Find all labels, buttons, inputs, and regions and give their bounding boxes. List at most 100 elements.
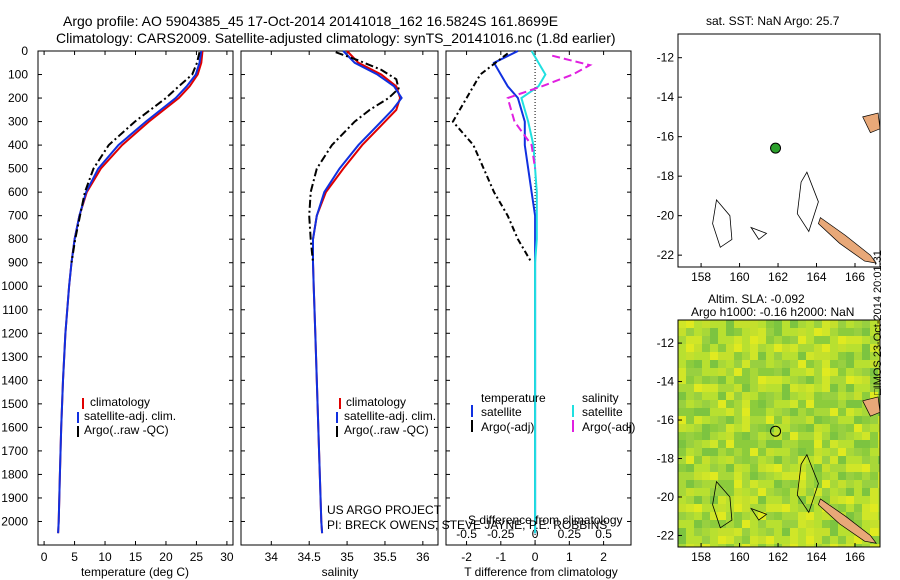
heat-cell [734, 480, 742, 488]
heat-cell [790, 488, 798, 496]
heat-cell [830, 536, 838, 544]
heat-cell [710, 520, 718, 528]
heat-cell [718, 360, 726, 368]
map-x-tick-label: 162 [768, 270, 788, 284]
heat-cell [710, 320, 718, 328]
heat-cell [686, 528, 694, 536]
map-x-tick-label: 166 [845, 270, 865, 284]
heat-cell [702, 480, 710, 488]
heat-cell [742, 384, 750, 392]
heat-cell [846, 528, 854, 536]
legend-climatology: climatology [346, 395, 406, 409]
heat-cell [678, 384, 686, 392]
heat-cell [678, 512, 686, 520]
heat-cell [766, 480, 774, 488]
heat-cell [742, 320, 750, 328]
heat-cell [814, 400, 822, 408]
heat-cell [750, 392, 758, 400]
heat-cell [830, 416, 838, 424]
heat-cell [854, 408, 862, 416]
heat-cell [790, 392, 798, 400]
heat-cell [806, 408, 814, 416]
heat-cell [838, 392, 846, 400]
heat-cell [694, 472, 702, 480]
heat-cell [750, 536, 758, 544]
heat-cell [870, 392, 878, 400]
heat-cell [750, 336, 758, 344]
heat-cell [694, 376, 702, 384]
heat-cell [806, 368, 814, 376]
heat-cell [854, 392, 862, 400]
heat-cell [694, 536, 702, 544]
heat-cell [686, 320, 694, 328]
heat-cell [710, 488, 718, 496]
heat-cell [830, 464, 838, 472]
heat-cell [862, 392, 870, 400]
heat-cell [838, 320, 846, 328]
heat-cell [838, 448, 846, 456]
heat-cell [774, 320, 782, 328]
heat-cell [758, 504, 766, 512]
heat-cell [846, 472, 854, 480]
heat-cell [750, 512, 758, 520]
depth-tick-label: 2000 [1, 514, 28, 528]
salinity-legend: climatology satellite-adj. clim. Argo(..… [336, 395, 436, 437]
heat-cell [806, 392, 814, 400]
heat-cell [862, 504, 870, 512]
heat-cell [814, 336, 822, 344]
heat-cell [806, 536, 814, 544]
heat-cell [766, 544, 774, 547]
heat-cell [742, 456, 750, 464]
map-x-tick-label: 164 [806, 550, 826, 564]
heat-cell [798, 512, 806, 520]
x-tick-label: 20 [159, 550, 173, 564]
heat-cell [726, 456, 734, 464]
t-diff-argo-line [451, 52, 533, 264]
heat-cell [830, 400, 838, 408]
heat-cell [766, 352, 774, 360]
heat-cell [758, 336, 766, 344]
heat-cell [854, 384, 862, 392]
heat-cell [758, 496, 766, 504]
x-tick-label: 2 [600, 550, 607, 564]
heat-cell [878, 432, 880, 440]
heat-cell [830, 352, 838, 360]
heat-cell [702, 448, 710, 456]
map-x-tick-label: 160 [730, 550, 750, 564]
heat-cell [758, 400, 766, 408]
heat-cell [782, 376, 790, 384]
difference-legend: temperature satellite Argo(-adj) salinit… [471, 391, 635, 434]
salinity-plot-frame [240, 50, 439, 546]
heat-cell [686, 336, 694, 344]
heat-cell [878, 512, 880, 520]
heat-cell [870, 376, 878, 384]
heat-cell [806, 528, 814, 536]
heat-cell [814, 464, 822, 472]
x-tick-label: 36 [416, 550, 430, 564]
heat-cell [774, 416, 782, 424]
heat-cell [814, 512, 822, 520]
depth-tick-label: 300 [8, 115, 28, 129]
heat-cell [782, 344, 790, 352]
altimetry-title: Altim. SLA: -0.092 [708, 292, 805, 306]
heat-cell [790, 344, 798, 352]
heat-cell [814, 488, 822, 496]
heat-cell [862, 480, 870, 488]
heat-cell [814, 416, 822, 424]
heat-cell [718, 488, 726, 496]
heat-cell [742, 448, 750, 456]
heat-cell [870, 448, 878, 456]
heat-cell [678, 376, 686, 384]
heat-cell [774, 520, 782, 528]
heat-cell [846, 336, 854, 344]
heat-cell [750, 384, 758, 392]
s-tick-label: 0.25 [558, 527, 582, 541]
heat-cell [790, 368, 798, 376]
heat-cell [734, 504, 742, 512]
map-x-tick-label: 158 [691, 550, 711, 564]
heat-cell [854, 328, 862, 336]
heat-cell [774, 528, 782, 536]
depth-tick-label: 1300 [1, 350, 28, 364]
temperature-xlabel: temperature (deg C) [81, 565, 189, 579]
heat-cell [878, 376, 880, 384]
